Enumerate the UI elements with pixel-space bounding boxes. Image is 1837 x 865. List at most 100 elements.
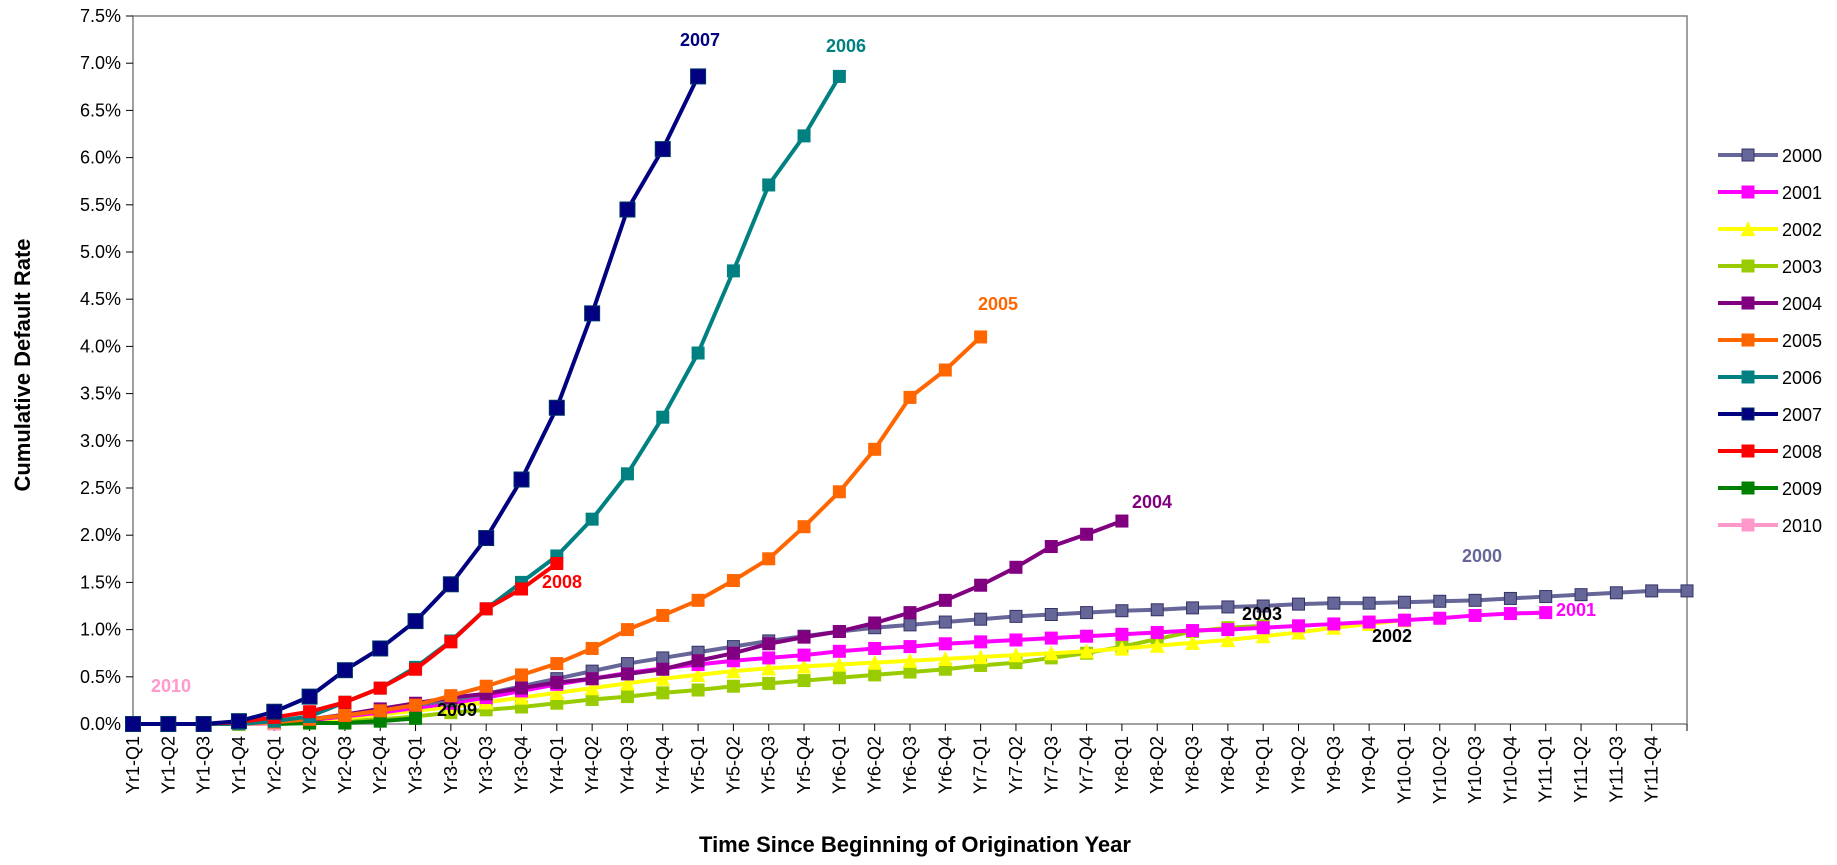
x-tick-label: Yr2-Q3 — [335, 736, 355, 794]
y-tick-label: 6.0% — [80, 148, 121, 168]
x-tick-label: Yr5-Q4 — [794, 736, 814, 794]
y-tick-label: 5.0% — [80, 242, 121, 262]
series-marker — [656, 662, 670, 676]
series-marker — [726, 646, 740, 660]
series-marker — [1186, 601, 1200, 615]
series-marker — [230, 713, 247, 730]
series-marker — [691, 346, 705, 360]
series-marker — [550, 657, 564, 671]
series-marker — [550, 675, 564, 689]
series-marker — [1044, 607, 1058, 621]
legend-item-2005: 2005 — [1718, 331, 1822, 351]
series-marker — [195, 716, 212, 732]
series-marker — [338, 709, 352, 723]
x-tick-label: Yr9-Q1 — [1253, 736, 1273, 794]
x-tick-label: Yr7-Q4 — [1077, 736, 1097, 794]
series-marker — [1362, 615, 1376, 629]
legend-item-2008: 2008 — [1718, 442, 1822, 462]
series-marker — [938, 593, 952, 607]
series-marker — [1433, 611, 1447, 625]
series-marker — [619, 201, 636, 218]
series-marker — [974, 330, 988, 344]
series-marker — [832, 671, 846, 685]
series-marker — [1397, 595, 1411, 609]
series-marker — [655, 670, 671, 686]
series-marker — [903, 390, 917, 404]
series-label-2002: 2002 — [1372, 626, 1412, 646]
x-tick-label: Yr10-Q2 — [1430, 736, 1450, 804]
x-tick-label: Yr10-Q1 — [1394, 736, 1414, 804]
series-marker — [1255, 628, 1271, 644]
series-marker — [548, 399, 565, 416]
series-marker — [1741, 518, 1755, 532]
series-marker — [1221, 600, 1235, 614]
x-tick-label: Yr11-Q3 — [1606, 736, 1626, 803]
plot-area — [132, 15, 1688, 725]
series-marker — [690, 667, 706, 683]
x-tick-label: Yr4-Q3 — [617, 736, 637, 794]
series-marker — [584, 680, 600, 696]
series-marker — [338, 695, 352, 709]
x-tick-label: Yr7-Q1 — [971, 736, 991, 794]
series-marker — [1741, 481, 1755, 495]
series-marker — [867, 654, 883, 670]
legend-label: 2001 — [1782, 183, 1822, 203]
series-marker — [1741, 444, 1755, 458]
series-marker — [1292, 597, 1305, 611]
series-marker — [903, 640, 917, 654]
x-tick-label: Yr3-Q2 — [441, 736, 461, 794]
series-marker — [1539, 606, 1553, 620]
series-marker — [726, 679, 740, 693]
series-marker — [1327, 617, 1341, 631]
x-tick-label: Yr5-Q3 — [759, 736, 779, 794]
series-label-2007: 2007 — [680, 30, 720, 50]
series-marker — [726, 663, 741, 679]
series-marker — [1221, 623, 1235, 637]
legend-item-2002: 2002 — [1718, 220, 1822, 240]
series-marker — [1044, 540, 1058, 554]
series-marker — [1114, 640, 1130, 656]
series-marker — [266, 703, 283, 720]
x-tick-label: Yr6-Q4 — [935, 736, 955, 794]
x-tick-label: Yr6-Q3 — [900, 736, 920, 794]
legend-item-2007: 2007 — [1718, 405, 1822, 425]
series-marker — [974, 578, 988, 592]
series-marker — [938, 615, 952, 629]
y-tick-label: 2.5% — [80, 478, 121, 498]
series-2007 — [125, 68, 707, 732]
series-marker — [585, 672, 599, 686]
x-tick-label: Yr6-Q2 — [865, 736, 885, 794]
series-marker — [1468, 608, 1482, 622]
series-label-2008: 2008 — [542, 572, 582, 592]
series-marker — [1292, 619, 1305, 633]
series-marker — [691, 654, 705, 668]
series-marker — [550, 557, 564, 571]
series-marker — [479, 679, 493, 693]
x-tick-label: Yr3-Q4 — [512, 736, 532, 794]
series-marker — [372, 640, 389, 657]
series-marker — [1009, 560, 1023, 574]
series-marker — [832, 485, 846, 499]
series-marker — [585, 512, 599, 526]
series-marker — [974, 635, 988, 649]
series-marker — [1009, 609, 1023, 623]
series-marker — [1397, 613, 1411, 627]
series-marker — [620, 690, 634, 704]
y-tick-label: 1.0% — [80, 620, 121, 640]
x-tick-label: Yr7-Q2 — [1006, 736, 1026, 794]
x-tick-label: Yr4-Q2 — [582, 736, 602, 794]
series-marker — [1539, 590, 1553, 604]
series-marker — [1008, 647, 1024, 663]
series-marker — [620, 467, 634, 481]
series-marker — [1220, 632, 1236, 648]
series-marker — [515, 668, 528, 682]
series-marker — [938, 363, 952, 377]
series-marker — [409, 662, 423, 676]
legend-item-2010: 2010 — [1718, 516, 1822, 536]
x-tick-label: Yr10-Q4 — [1500, 736, 1520, 804]
series-marker — [479, 602, 493, 616]
series-marker — [832, 69, 846, 83]
y-tick-label: 3.5% — [80, 384, 121, 404]
series-label-2009: 2009 — [437, 700, 477, 720]
series-marker — [442, 576, 459, 593]
